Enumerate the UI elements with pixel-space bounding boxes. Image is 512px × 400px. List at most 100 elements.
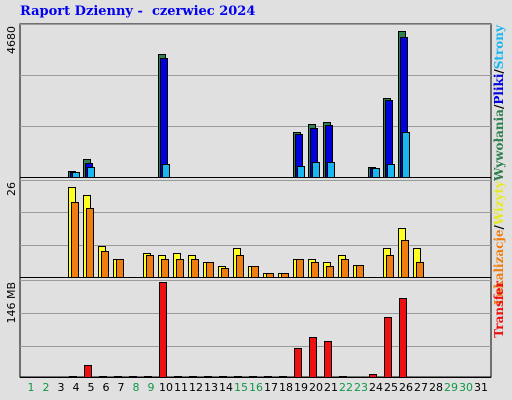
middle-bar-lokalizacje-day-11 xyxy=(176,259,184,278)
middle-bar-lokalizacje-day-21 xyxy=(326,266,334,278)
x-tick-label-day-17: 17 xyxy=(264,381,278,394)
middle-ymax-label: 26 xyxy=(5,182,18,196)
bottom-bar-transfer-day-4 xyxy=(69,376,77,378)
bottom-legend-part: Transfer xyxy=(492,280,506,337)
top-bar-strony-day-21 xyxy=(327,162,335,178)
top-ymax-label: 4680 xyxy=(5,26,18,54)
bottom-bar-transfer-day-5 xyxy=(84,365,92,378)
bottom-bar-transfer-day-9 xyxy=(144,376,152,378)
x-tick-label-day-20: 20 xyxy=(309,381,323,394)
bottom-bar-transfer-day-18 xyxy=(279,376,287,378)
top-legend-part: Strony xyxy=(492,24,506,69)
bottom-bar-transfer-day-19 xyxy=(294,348,302,378)
top-bar-strony-day-5 xyxy=(87,167,95,178)
bottom-bar-transfer-day-21 xyxy=(324,341,332,378)
bottom-bar-transfer-day-17 xyxy=(264,376,272,378)
x-tick-label-day-22: 22 xyxy=(339,381,353,394)
top-legend-part: Wywołania xyxy=(492,109,506,182)
middle-bar-lokalizacje-day-15 xyxy=(236,255,244,278)
x-tick-label-day-24: 24 xyxy=(369,381,383,394)
x-tick-label-day-15: 15 xyxy=(234,381,248,394)
x-tick-label-day-26: 26 xyxy=(399,381,413,394)
top-legend-part: Pliki xyxy=(492,73,506,104)
bottom-bar-transfer-day-10 xyxy=(159,282,167,378)
x-tick-label-day-31: 31 xyxy=(474,381,488,394)
middle-legend-part: Wizyty xyxy=(492,180,506,226)
x-tick-label-day-10: 10 xyxy=(159,381,173,394)
x-tick-label-day-29: 29 xyxy=(444,381,458,394)
x-tick-label-day-23: 23 xyxy=(354,381,368,394)
middle-bar-lokalizacje-day-18 xyxy=(281,273,289,278)
bottom-bar-transfer-day-6 xyxy=(99,376,107,378)
x-tick-label-day-2: 2 xyxy=(43,381,50,394)
x-tick-label-day-27: 27 xyxy=(414,381,428,394)
middle-bar-lokalizacje-day-13 xyxy=(206,262,214,278)
x-tick-label-day-28: 28 xyxy=(429,381,443,394)
middle-bar-lokalizacje-day-9 xyxy=(146,255,154,278)
top-bar-strony-day-24 xyxy=(372,168,380,178)
x-tick-label-day-21: 21 xyxy=(324,381,338,394)
top-bar-strony-day-19 xyxy=(297,166,305,178)
bottom-bar-transfer-day-24 xyxy=(369,374,377,378)
x-tick-label-day-3: 3 xyxy=(58,381,65,394)
middle-bar-lokalizacje-day-17 xyxy=(266,273,274,278)
middle-bar-lokalizacje-day-27 xyxy=(416,262,424,278)
middle-legend-part: Lokalizacje xyxy=(492,229,506,305)
middle-bar-lokalizacje-day-20 xyxy=(311,262,319,278)
bottom-bar-transfer-day-13 xyxy=(204,376,212,378)
top-bar-strony-day-4 xyxy=(72,172,80,178)
x-tick-label-day-6: 6 xyxy=(103,381,110,394)
middle-bar-lokalizacje-day-25 xyxy=(386,255,394,278)
middle-bar-lokalizacje-day-26 xyxy=(401,240,409,278)
bottom-bar-transfer-day-26 xyxy=(399,298,407,378)
middle-legend-part: / xyxy=(492,225,506,230)
bottom-bar-transfer-day-8 xyxy=(129,376,137,378)
middle-bar-lokalizacje-day-19 xyxy=(296,259,304,278)
bottom-bar-transfer-day-12 xyxy=(189,376,197,378)
x-tick-label-day-14: 14 xyxy=(219,381,233,394)
middle-bar-lokalizacje-day-22 xyxy=(341,259,349,278)
top-bar-strony-day-10 xyxy=(162,164,170,178)
top-legend-part: / xyxy=(492,69,506,74)
top-bar-strony-day-26 xyxy=(402,132,410,178)
middle-bar-lokalizacje-day-5 xyxy=(86,208,94,278)
bottom-bar-transfer-day-15 xyxy=(234,376,242,378)
middle-bar-lokalizacje-day-7 xyxy=(116,259,124,278)
x-tick-label-day-30: 30 xyxy=(459,381,473,394)
bottom-bar-transfer-day-14 xyxy=(219,376,227,378)
x-tick-label-day-7: 7 xyxy=(118,381,125,394)
middle-bar-lokalizacje-day-6 xyxy=(101,251,109,278)
x-tick-label-day-9: 9 xyxy=(148,381,155,394)
bottom-bar-transfer-day-7 xyxy=(114,376,122,378)
top-bar-strony-day-20 xyxy=(312,162,320,178)
middle-bar-lokalizacje-day-12 xyxy=(191,259,199,278)
middle-bar-lokalizacje-day-14 xyxy=(221,268,229,278)
x-tick-label-day-19: 19 xyxy=(294,381,308,394)
top-legend-part: / xyxy=(492,104,506,109)
x-tick-label-day-1: 1 xyxy=(28,381,35,394)
middle-legend: Lokalizacje/Wizyty xyxy=(492,180,506,305)
middle-bar-lokalizacje-day-16 xyxy=(251,266,259,278)
top-bar-pliki-day-10 xyxy=(160,58,168,178)
x-tick-label-day-11: 11 xyxy=(174,381,188,394)
x-tick-label-day-4: 4 xyxy=(73,381,80,394)
top-legend: Wywołania/Pliki/Strony xyxy=(492,24,506,182)
bottom-bar-transfer-day-11 xyxy=(174,376,182,378)
bottom-bar-transfer-day-20 xyxy=(309,337,317,378)
x-tick-label-day-16: 16 xyxy=(249,381,263,394)
x-tick-label-day-13: 13 xyxy=(204,381,218,394)
chart-title: Raport Dzienny - czerwiec 2024 xyxy=(20,4,256,19)
bottom-bar-transfer-day-22 xyxy=(339,376,347,378)
bottom-bar-transfer-day-25 xyxy=(384,317,392,378)
middle-bar-lokalizacje-day-23 xyxy=(356,265,364,278)
bottom-legend: Transfer xyxy=(492,280,506,337)
x-tick-label-day-25: 25 xyxy=(384,381,398,394)
middle-bar-lokalizacje-day-10 xyxy=(161,259,169,278)
bottom-bar-transfer-day-16 xyxy=(249,376,257,378)
top-bar-strony-day-25 xyxy=(387,164,395,178)
x-tick-label-day-18: 18 xyxy=(279,381,293,394)
bottom-ymax-label: 146 MB xyxy=(5,282,18,324)
x-tick-label-day-12: 12 xyxy=(189,381,203,394)
x-tick-label-day-8: 8 xyxy=(133,381,140,394)
